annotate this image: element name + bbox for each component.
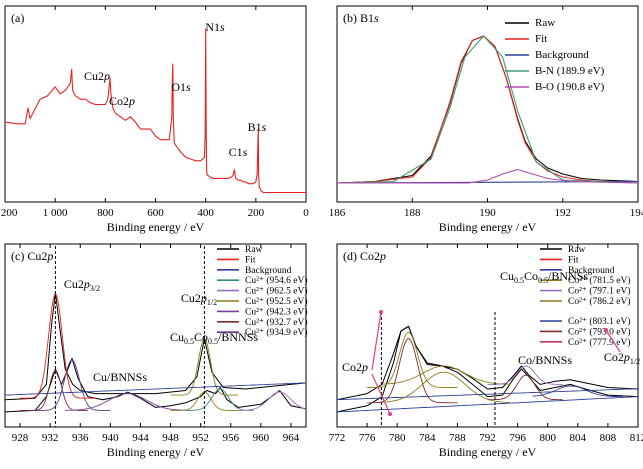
- panel-d-tick-label: 772: [329, 432, 346, 444]
- panel-d-tick-label: 812: [630, 432, 643, 444]
- panel-c-annot-cu2p32: Cu2p3/2: [64, 277, 100, 293]
- panel-a-peak-label: Cu2p: [84, 69, 110, 83]
- panel-d-annot-cuco: Cu0.5Co0.5/BNNSs: [500, 269, 588, 285]
- xps-figure: 1 200 1 000 800 600 400 200 0 (a) Binding energy…: [0, 0, 643, 469]
- panel-b-legend-label: Fit: [535, 33, 547, 45]
- panel-b-legend-label: B-O (190.8 eV): [535, 81, 605, 93]
- panel-d-annot-co: Co/BNNSs: [518, 353, 572, 367]
- panel-a-tick-label: 0: [303, 207, 309, 219]
- panel-c-annot-cu: Cu/BNNSs: [93, 370, 147, 384]
- panel-d-tick-label: 808: [600, 432, 617, 444]
- panel-d-tick-label: 780: [389, 432, 406, 444]
- panel-a-peak-label: O1s: [171, 80, 191, 94]
- panel-a-label: (a): [11, 11, 24, 25]
- panel-c-annot-cuco: Cu0.5Co0.5/BNNSs: [170, 330, 258, 346]
- panel-b-tick-label: 192: [555, 207, 572, 219]
- panel-c-tick-label: 964: [283, 432, 300, 444]
- panel-c-tick-label: 940: [102, 432, 119, 444]
- panel-b-tick-label: 186: [329, 207, 346, 219]
- panel-b-label: (b) B1s: [343, 11, 379, 25]
- panel-d-bg-top: [337, 389, 638, 400]
- panel-b-series-3: [337, 36, 638, 183]
- panel-c-xlabel: Binding energy / eV: [107, 445, 205, 459]
- panel-d-tick-label: 784: [419, 432, 436, 444]
- panel-c-tick-label: 944: [132, 432, 149, 444]
- panel-d-legend-b-label: Co²⁺ (777.9 eV): [568, 337, 630, 348]
- panel-b-tick-label: 188: [404, 207, 421, 219]
- panel-c-tick-label: 928: [12, 432, 29, 444]
- panel-d-tick-label: 804: [570, 432, 587, 444]
- panel-c-tick-label: 936: [72, 432, 89, 444]
- panel-c-comp-942: [65, 394, 185, 411]
- panel-b-legend-label: Raw: [535, 17, 555, 29]
- panel-d-tick-label: 792: [479, 432, 496, 444]
- panel-d-annot-co2p12: Co2p1/2: [604, 350, 640, 366]
- panel-d-legend-b-label: Co²⁺ (803.1 eV): [568, 316, 630, 327]
- panel-d-annot-co2p: Co2p: [342, 360, 368, 374]
- panel-d-tick-label: 796: [509, 432, 526, 444]
- panel-a-spectrum: [5, 29, 306, 193]
- panel-a-peak-label: B1s: [248, 120, 267, 134]
- panel-d-comp-top-781: [367, 332, 457, 387]
- panel-d-tick-label: 788: [449, 432, 466, 444]
- panel-d-comp-top-786: [382, 366, 510, 384]
- panel-d-legend-label: Fit: [568, 255, 579, 265]
- panel-d-tick-label: 776: [359, 432, 376, 444]
- panel-c-label: (c) Cu2p: [11, 249, 53, 263]
- panel-c-legend-label: Cu²⁺ (932.7 eV): [245, 317, 307, 328]
- panel-b-legend-label: Background: [535, 49, 589, 61]
- panel-b-series-1: [337, 36, 638, 183]
- panel-c-comp-962: [238, 392, 306, 410]
- panel-a-tick-label: 1 200: [0, 207, 18, 219]
- panel-b-legend-label: B-N (189.9 eV): [535, 65, 605, 77]
- panel-d-arrow-0: [372, 312, 381, 370]
- panel-c-tick-label: 948: [162, 432, 179, 444]
- panel-c-legend-label: Raw: [245, 245, 263, 255]
- panel-c-tick-label: 932: [42, 432, 59, 444]
- panel-d-tick-label: 800: [539, 432, 556, 444]
- panel-c-legend-label: Cu²⁺ (962.5 eV): [245, 286, 307, 297]
- panel-a-tick-label: 200: [248, 207, 265, 219]
- panel-c-tick-label: 960: [253, 432, 270, 444]
- panel-d-arrowhead-2: [604, 328, 608, 332]
- panel-d-xlabel: Binding energy / eV: [439, 445, 537, 459]
- panel-d-legend-b-label: Co²⁺ (793.0 eV): [568, 326, 630, 337]
- panel-d-arrowhead-0: [379, 310, 383, 314]
- panel-a-tick-label: 800: [97, 207, 114, 219]
- panel-d-label: (d) Co2p: [343, 249, 386, 263]
- panel-c-legend-label: Background: [245, 266, 292, 276]
- panel-a-peak-label: C1s: [229, 145, 248, 159]
- panel-a-frame: [5, 6, 306, 202]
- panel-b-frame: [337, 6, 638, 202]
- panel-a-tick-label: 600: [147, 207, 164, 219]
- panel-b-tick-label: 190: [479, 207, 496, 219]
- panel-a-xlabel: Binding energy / eV: [107, 220, 205, 234]
- panel-c-legend-label: Cu²⁺ (942.3 eV): [245, 306, 307, 317]
- panel-a-peak-label: Co2p: [109, 94, 135, 108]
- panel-c-legend-label: Cu²⁺ (952.5 eV): [245, 296, 307, 307]
- panel-a-peak-label: N1s: [205, 20, 225, 34]
- panel-d-legend-label: Co²⁺ (797.1 eV): [568, 286, 630, 297]
- panel-a-tick-label: 400: [197, 207, 214, 219]
- panel-c-legend-label: Fit: [245, 255, 256, 265]
- panel-c-legend-label: Cu²⁺ (954.6 eV): [245, 275, 307, 286]
- panel-b-tick-label: 194: [630, 207, 643, 219]
- panel-c-tick-label: 952: [192, 432, 209, 444]
- panel-c-annot-cu2p12: Cu2p1/2: [181, 291, 217, 307]
- panel-b-series-0: [337, 36, 638, 183]
- panel-c-tick-label: 956: [223, 432, 240, 444]
- panel-d-legend-label: Raw: [568, 245, 586, 255]
- panel-d-arrowhead-1: [388, 412, 392, 416]
- panel-b-xlabel: Binding energy / eV: [439, 220, 537, 234]
- panel-a-tick-label: 1 000: [43, 207, 68, 219]
- panel-d-legend-label: Co²⁺ (786.2 eV): [568, 296, 630, 307]
